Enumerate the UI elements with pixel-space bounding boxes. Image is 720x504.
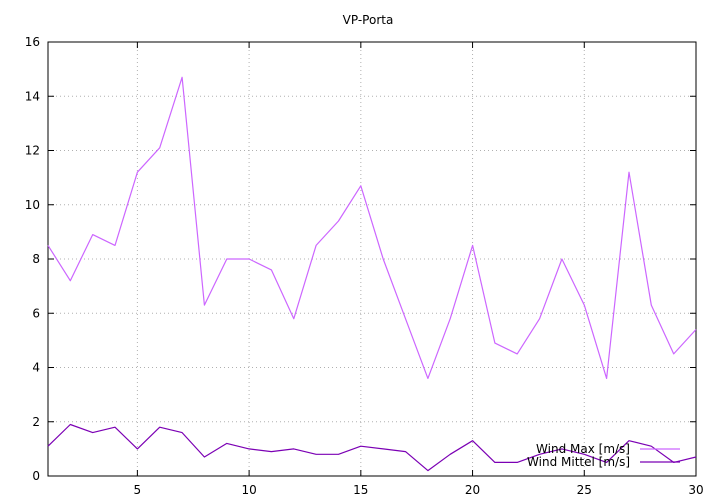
y-tick-label: 2	[32, 415, 40, 429]
y-tick-label: 10	[25, 198, 40, 212]
y-tick-label: 14	[25, 89, 40, 103]
grid-lines	[48, 42, 696, 476]
y-tick-label: 12	[25, 144, 40, 158]
x-tick-label: 5	[134, 483, 142, 497]
y-tick-label: 0	[32, 469, 40, 483]
y-tick-label: 4	[32, 361, 40, 375]
series-line-2	[47, 423, 697, 472]
y-tick-label: 6	[32, 306, 40, 320]
x-tick-label: 25	[577, 483, 592, 497]
axes: 0 2 4 6 8 10 12 14 16 5 10 15 20 25 30	[25, 35, 704, 497]
x-tick-label: 10	[241, 483, 256, 497]
series-line-1	[47, 76, 697, 379]
x-tick-label: 15	[353, 483, 368, 497]
chart-title: VP-Porta	[343, 13, 394, 27]
y-tick-label: 8	[32, 252, 40, 266]
y-tick-label: 16	[25, 35, 40, 49]
legend-label-2: Wind Mittel [m/s]	[527, 455, 630, 469]
x-tick-label: 20	[465, 483, 480, 497]
legend: Wind Max [m/s]Wind Mittel [m/s]	[527, 442, 680, 469]
legend-label-1: Wind Max [m/s]	[536, 442, 630, 456]
x-tick-label: 30	[688, 483, 703, 497]
series-lines	[47, 76, 697, 472]
